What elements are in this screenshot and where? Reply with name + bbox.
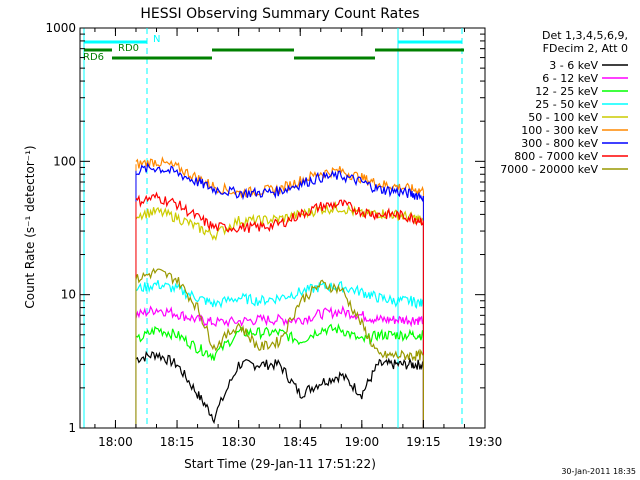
y-tick-label: 1 xyxy=(68,421,76,435)
y-tick-label: 10 xyxy=(61,288,76,302)
legend-label: 50 - 100 keV xyxy=(528,111,598,124)
plot-frame xyxy=(79,27,486,429)
legend: Det 1,3,4,5,6,9, FDecim 2, Att 0 3 - 6 k… xyxy=(500,29,628,176)
legend-header-line-1: Det 1,3,4,5,6,9, xyxy=(542,29,628,42)
x-tick-label: 18:15 xyxy=(160,435,195,449)
legend-label: 800 - 7000 keV xyxy=(514,150,598,163)
legend-label: 7000 - 20000 keV xyxy=(500,163,598,176)
series-line-6 xyxy=(135,162,424,203)
x-tick-label: 19:00 xyxy=(345,435,380,449)
legend-label: 6 - 12 keV xyxy=(542,72,598,85)
x-tick-label: 18:30 xyxy=(221,435,256,449)
x-tick-label: 18:00 xyxy=(98,435,133,449)
legend-label: 100 - 300 keV xyxy=(521,124,598,137)
x-tick-label: 19:30 xyxy=(468,435,503,449)
series-line-1 xyxy=(135,305,424,328)
x-tick-label: 19:15 xyxy=(406,435,441,449)
y-axis-label: Count Rate (s⁻¹ detector⁻¹) xyxy=(23,145,37,308)
y-axis: 1 10 100 1000 xyxy=(45,21,485,435)
x-axis: 18:00 18:15 18:30 18:45 19:00 19:15 19:30 xyxy=(94,28,503,449)
plot-area: N RD0 RD6 18:00 18:15 18:30 18:45 19:00 19:15 19… xyxy=(45,21,502,449)
x-axis-label: Start Time (29-Jan-11 17:51:22) xyxy=(184,457,376,471)
marker-label-rd6: RD6 xyxy=(83,52,104,63)
series-line-4 xyxy=(135,200,424,241)
chart-title: HESSI Observing Summary Count Rates xyxy=(140,6,419,22)
observing-markers: N RD0 RD6 xyxy=(83,28,464,428)
marker-label-rd0: RD0 xyxy=(118,43,139,54)
timestamp: 30-Jan-2011 18:35 xyxy=(561,467,636,476)
x-tick-label: 18:45 xyxy=(283,435,318,449)
series-line-7 xyxy=(135,191,424,233)
y-tick-label: 100 xyxy=(53,154,76,168)
series-line-2 xyxy=(135,322,424,362)
series-line-0 xyxy=(135,350,424,425)
legend-label: 3 - 6 keV xyxy=(549,59,598,72)
legend-label: 300 - 800 keV xyxy=(521,137,598,150)
y-tick-label: 1000 xyxy=(45,21,76,35)
series-line-8 xyxy=(135,267,424,362)
legend-header-line-2: FDecim 2, Att 0 xyxy=(543,42,628,55)
legend-label: 25 - 50 keV xyxy=(535,98,598,111)
series-line-5 xyxy=(135,156,424,199)
marker-label-n: N xyxy=(153,34,160,45)
legend-label: 12 - 25 keV xyxy=(535,85,598,98)
series-layer xyxy=(135,156,424,428)
